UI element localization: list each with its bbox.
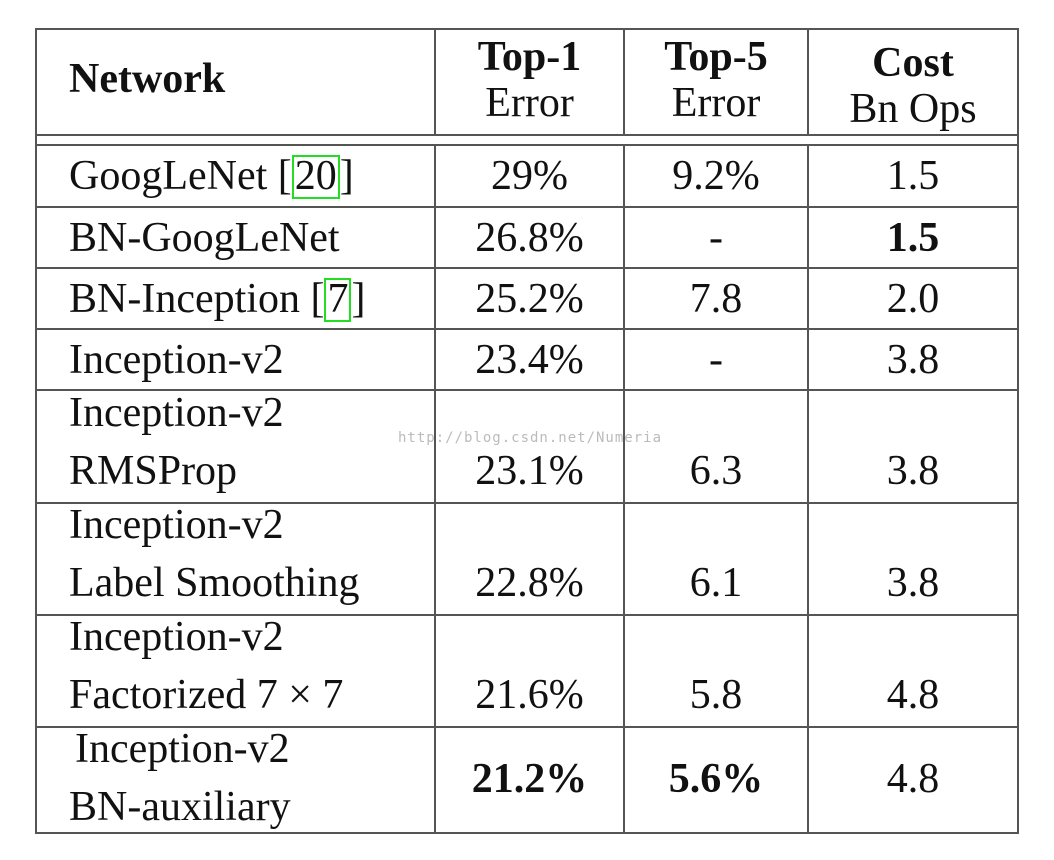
header-top5-line2: Error — [671, 80, 761, 126]
row-divider — [37, 726, 1017, 728]
table-row-network: GoogLeNet [20] — [69, 155, 354, 199]
top5-value: 9.2% — [672, 153, 760, 199]
network-name: Inception-v2 — [69, 337, 284, 383]
table-header: Network Top-1 Error Top-5 Error Cost Bn … — [37, 30, 1017, 136]
cost-value: 4.8 — [886, 672, 940, 718]
row-divider — [37, 389, 1017, 391]
column-divider — [807, 30, 809, 832]
network-variant: BN-auxiliary — [69, 784, 291, 830]
header-cost: Cost Bn Ops — [809, 40, 1017, 132]
network-variant: RMSProp — [69, 448, 238, 494]
network-name: BN-GoogLeNet — [69, 215, 340, 261]
results-table: Network Top-1 Error Top-5 Error Cost Bn … — [35, 28, 1019, 834]
cost-value: 2.0 — [886, 276, 940, 322]
network-variant: Label Smoothing — [69, 560, 360, 606]
header-cost-line1: Cost — [872, 40, 954, 86]
table-row-network: BN-Inception [7] — [69, 278, 365, 322]
watermark: http://blog.csdn.net/Numeria — [398, 430, 663, 446]
row-divider — [37, 614, 1017, 616]
top1-value: 22.8% — [475, 560, 584, 606]
header-top5: Top-5 Error — [625, 34, 807, 126]
row-divider — [37, 267, 1017, 269]
network-name: Inception-v2 — [69, 614, 284, 660]
top1-value: 29% — [491, 153, 568, 199]
network-name: Inception-v2 — [69, 502, 284, 548]
header-network: Network — [69, 56, 226, 102]
row-divider — [37, 328, 1017, 330]
top1-value: 26.8% — [475, 215, 584, 261]
header-top1-line1: Top-1 — [477, 34, 582, 80]
citation-link[interactable]: 20 — [291, 155, 340, 199]
top1-value: 21.2% — [471, 756, 588, 802]
header-gap — [37, 136, 1017, 146]
network-name: Inception-v2 — [75, 726, 290, 772]
citation-link[interactable]: 7 — [324, 278, 352, 322]
top5-value: 6.1 — [689, 560, 743, 606]
cost-value: 1.5 — [886, 215, 940, 261]
top5-value: 5.6% — [668, 756, 764, 802]
top1-value: 23.4% — [475, 337, 584, 383]
row-divider — [37, 206, 1017, 208]
top5-value: - — [709, 215, 723, 261]
network-name-end: ] — [351, 276, 366, 322]
top5-value: - — [709, 337, 723, 383]
top1-value: 21.6% — [475, 672, 584, 718]
header-top1-line2: Error — [485, 80, 574, 126]
header-cost-line2: Bn Ops — [849, 86, 977, 132]
top5-value: 5.8 — [689, 672, 743, 718]
column-divider — [623, 30, 625, 832]
network-name: Inception-v2 — [69, 390, 284, 436]
top1-value: 23.1% — [475, 448, 584, 494]
cost-value: 3.8 — [886, 560, 940, 606]
cost-value: 3.8 — [886, 448, 940, 494]
network-variant: Factorized 7 × 7 — [69, 672, 344, 718]
header-top5-line1: Top-5 — [664, 34, 768, 80]
cost-value: 4.8 — [886, 756, 940, 802]
cost-value: 3.8 — [886, 337, 940, 383]
cost-value: 1.5 — [886, 153, 940, 199]
network-name-end: ] — [339, 153, 354, 199]
header-top1: Top-1 Error — [436, 34, 623, 126]
top1-value: 25.2% — [475, 276, 584, 322]
network-name: GoogLeNet [ — [69, 153, 292, 199]
top5-value: 6.3 — [689, 448, 743, 494]
top5-value: 7.8 — [689, 276, 743, 322]
network-name: BN-Inception [ — [69, 276, 325, 322]
column-divider — [434, 30, 436, 832]
row-divider — [37, 502, 1017, 504]
